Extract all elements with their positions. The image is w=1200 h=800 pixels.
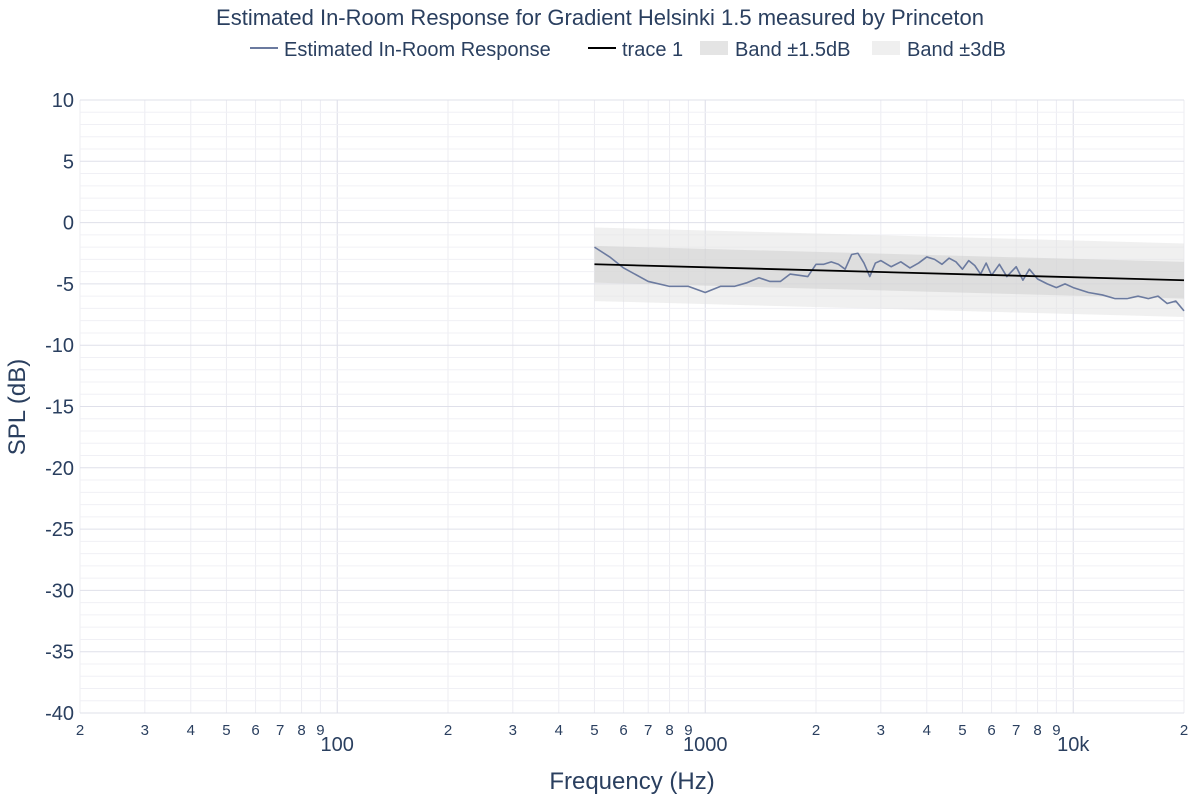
legend-label-band-1-5db: Band ±1.5dB bbox=[735, 39, 851, 61]
x-tick-label-minor: 3 bbox=[877, 722, 885, 739]
x-tick-label-major: 1000 bbox=[683, 734, 728, 756]
x-tick-label-major: 100 bbox=[321, 734, 354, 756]
x-tick-label-minor: 5 bbox=[958, 722, 966, 739]
x-tick-label-minor: 3 bbox=[141, 722, 149, 739]
x-tick-label-minor: 6 bbox=[987, 722, 995, 739]
x-tick-label-minor: 9 bbox=[1052, 722, 1060, 739]
y-axis-ticks: 10 5 0 -5 -10 -15 -20 -25 -30 -35 -40 bbox=[45, 90, 74, 725]
legend-label-in-room: Estimated In-Room Response bbox=[284, 39, 551, 61]
y-tick-label: -15 bbox=[45, 397, 74, 419]
y-tick-label: -40 bbox=[45, 703, 74, 725]
legend-swatch-band-3db bbox=[872, 41, 900, 55]
x-tick-label-minor: 4 bbox=[187, 722, 195, 739]
series-line-in-room bbox=[594, 246, 1185, 312]
x-tick-label-minor: 2 bbox=[1180, 722, 1188, 739]
x-axis-title: Frequency (Hz) bbox=[549, 768, 714, 795]
x-tick-label-minor: 6 bbox=[619, 722, 627, 739]
x-tick-label-minor: 4 bbox=[923, 722, 931, 739]
series bbox=[594, 246, 1185, 312]
y-tick-label: 0 bbox=[63, 213, 74, 235]
x-tick-label-minor: 2 bbox=[444, 722, 452, 739]
y-tick-label: -30 bbox=[45, 580, 74, 602]
x-tick-label-minor: 7 bbox=[1012, 722, 1020, 739]
x-tick-label-minor: 7 bbox=[276, 722, 284, 739]
x-tick-label-minor: 4 bbox=[555, 722, 563, 739]
y-tick-label: -5 bbox=[56, 274, 74, 296]
chart-title: Estimated In-Room Response for Gradient … bbox=[216, 5, 984, 30]
x-tick-label-minor: 5 bbox=[590, 722, 598, 739]
x-tick-label-minor: 8 bbox=[297, 722, 305, 739]
legend-swatch-band-1-5db bbox=[700, 41, 728, 55]
legend-label-band-3db: Band ±3dB bbox=[907, 39, 1006, 61]
x-tick-label-minor: 9 bbox=[684, 722, 692, 739]
y-tick-label: -10 bbox=[45, 335, 74, 357]
y-axis-title: SPL (dB) bbox=[4, 359, 31, 455]
x-tick-label-minor: 8 bbox=[1033, 722, 1041, 739]
series-line-trace-1 bbox=[594, 263, 1185, 282]
x-tick-label-minor: 8 bbox=[665, 722, 673, 739]
x-tick-label-minor: 7 bbox=[644, 722, 652, 739]
x-tick-label-minor: 9 bbox=[316, 722, 324, 739]
y-tick-label: 10 bbox=[52, 90, 74, 112]
x-tick-label-minor: 5 bbox=[222, 722, 230, 739]
x-tick-label-minor: 2 bbox=[812, 722, 820, 739]
y-tick-label: -35 bbox=[45, 642, 74, 664]
y-tick-label: 5 bbox=[63, 151, 74, 173]
x-tick-label-minor: 3 bbox=[509, 722, 517, 739]
x-tick-label-minor: 2 bbox=[76, 722, 84, 739]
legend-label-trace-1: trace 1 bbox=[622, 39, 683, 61]
y-tick-label: -25 bbox=[45, 519, 74, 541]
x-tick-label-major: 10k bbox=[1057, 734, 1090, 756]
y-tick-label: -20 bbox=[45, 458, 74, 480]
legend: Estimated In-Room Response trace 1 Band … bbox=[250, 39, 1006, 61]
x-tick-label-minor: 6 bbox=[251, 722, 259, 739]
